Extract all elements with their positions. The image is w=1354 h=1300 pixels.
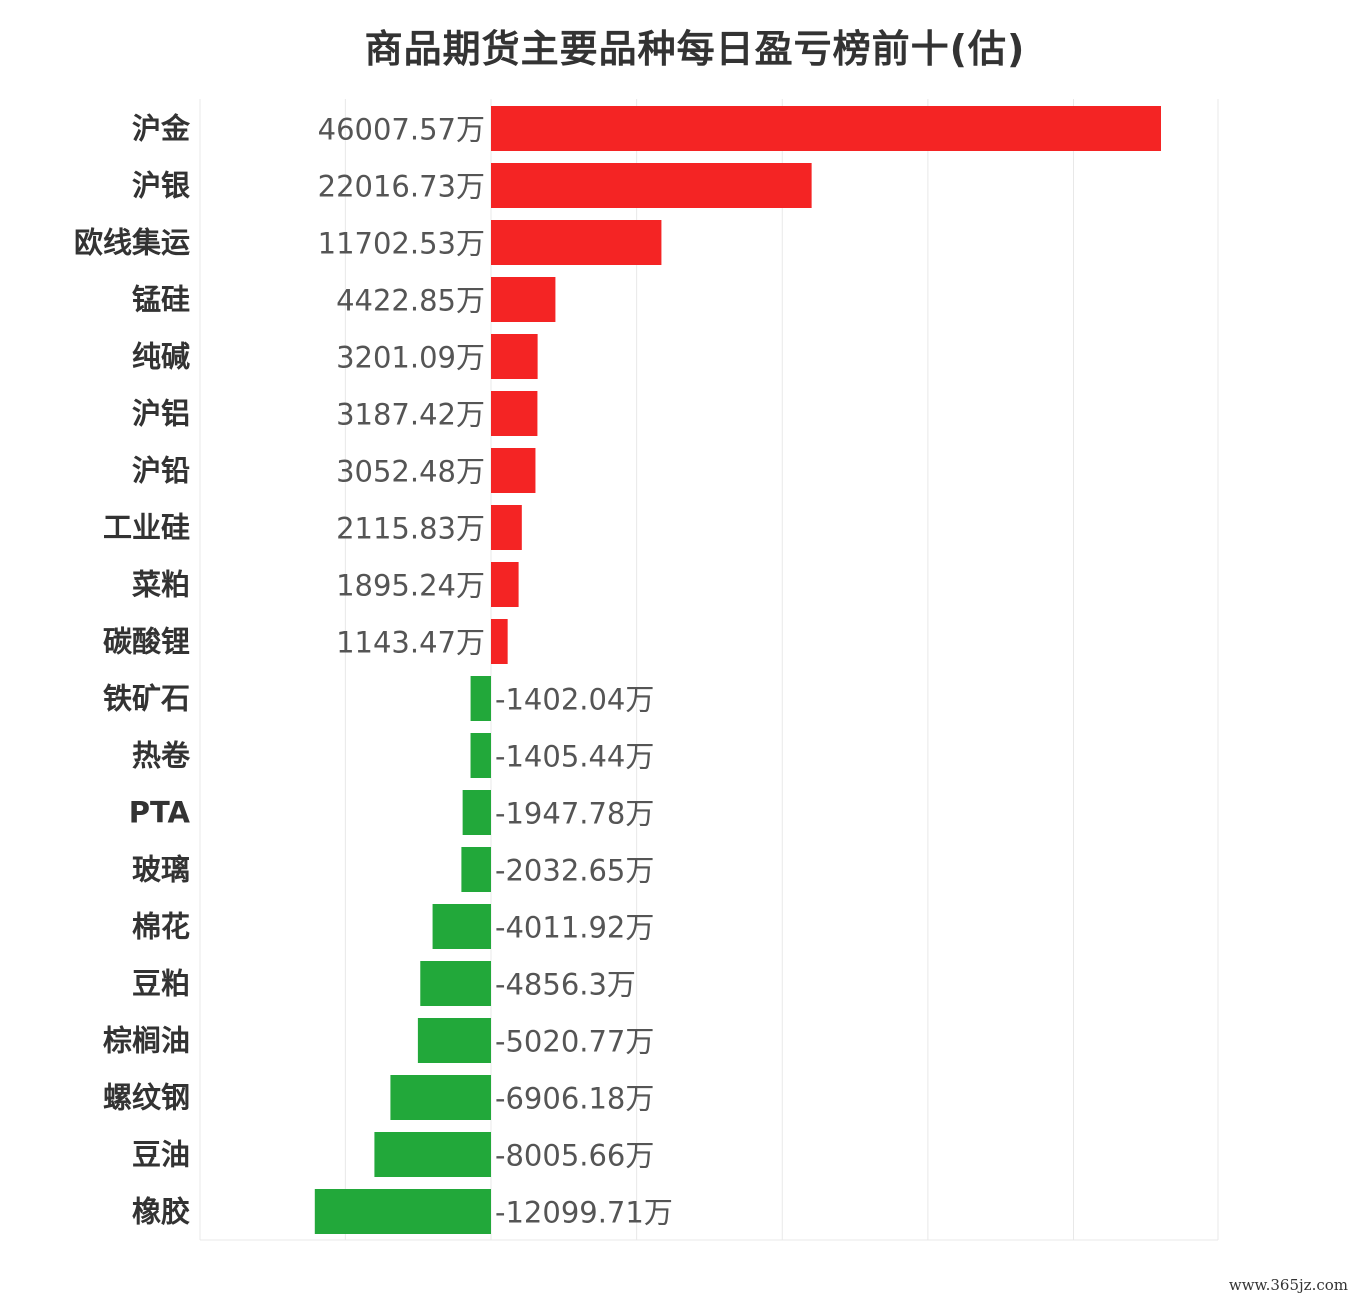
value-label: 11702.53万 [318,227,485,261]
bar-0 [491,106,1161,151]
value-label: -4856.3万 [495,968,636,1002]
value-label: -4011.92万 [495,911,654,945]
bar-19 [314,1189,491,1234]
bar-3 [491,277,556,322]
category-label: 棕榈油 [103,1024,190,1058]
bar-1 [491,163,812,208]
bar-16 [417,1018,491,1063]
bars [314,106,1161,1234]
category-label: 纯碱 [132,340,190,374]
bar-12 [462,790,491,835]
bar-2 [491,220,662,265]
value-label: 3052.48万 [336,455,485,489]
category-label: 豆油 [132,1138,190,1172]
value-label: -6906.18万 [495,1082,654,1116]
value-label: -1947.78万 [495,797,654,831]
bar-4 [491,334,538,379]
category-label: 沪金 [132,112,191,146]
category-label: 豆粕 [132,967,190,1001]
category-label: 螺纹钢 [103,1081,190,1115]
bar-6 [491,448,536,493]
value-label: 1143.47万 [336,626,485,660]
value-label: 3201.09万 [336,341,485,375]
bar-14 [432,904,491,949]
bar-8 [491,562,519,607]
category-label: 热卷 [132,739,191,773]
watermark: www.365jz.com [1228,1276,1348,1294]
bar-10 [470,676,491,721]
value-label: -8005.66万 [495,1139,654,1173]
category-label: 橡胶 [132,1195,190,1229]
bar-11 [470,733,491,778]
bar-17 [390,1075,491,1120]
value-label: -1405.44万 [495,740,654,774]
chart-title: 商品期货主要品种每日盈亏榜前十(估) [364,27,1026,71]
category-label: 锰硅 [132,283,190,317]
category-label: 欧线集运 [74,226,190,260]
value-label: 4422.85万 [336,284,485,318]
value-label: 46007.57万 [318,113,485,147]
category-label: PTA [129,796,191,830]
value-label: 2115.83万 [336,512,485,546]
value-label: 3187.42万 [336,398,485,432]
value-label: -2032.65万 [495,854,654,888]
bar-5 [491,391,538,436]
bar-7 [491,505,522,550]
value-label: -12099.71万 [495,1196,673,1230]
category-label: 沪银 [132,169,190,203]
bar-9 [491,619,508,664]
value-label: -1402.04万 [495,683,654,717]
category-label: 碳酸锂 [103,625,190,659]
bar-13 [461,847,491,892]
category-label: 菜粕 [132,568,190,602]
grid-lines [199,99,1219,1241]
value-label: 1895.24万 [336,569,485,603]
value-label: 22016.73万 [318,170,485,204]
category-label: 棉花 [132,910,190,944]
bar-15 [420,961,491,1006]
value-label: -5020.77万 [495,1025,654,1059]
bar-18 [374,1132,491,1177]
category-label: 铁矿石 [103,682,190,716]
category-label: 工业硅 [103,511,190,545]
category-label: 沪铝 [132,397,190,431]
category-label: 沪铅 [132,454,190,488]
category-label: 玻璃 [132,853,190,887]
